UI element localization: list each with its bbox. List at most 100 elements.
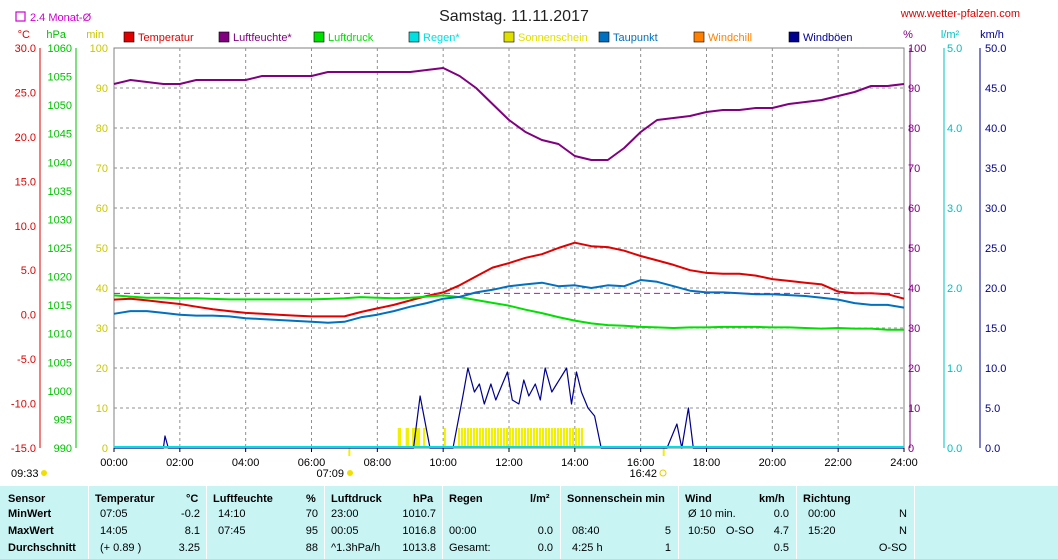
legend-label: Windchill — [708, 32, 752, 44]
table-cell-wind-time: 10:50 — [688, 525, 716, 537]
table-cell-press-time: 00:05 — [331, 525, 359, 537]
sunshine-tick-label: 100 — [90, 43, 108, 55]
header-kmh: km/h — [759, 493, 785, 505]
humidity-tick-label: 0 — [908, 443, 914, 455]
header-temperature: Temperatur — [95, 493, 155, 505]
table-cell-press-val: 1016.8 — [402, 525, 436, 537]
sunshine-bar — [411, 428, 421, 448]
wind-tick-label: 35.0 — [985, 163, 1006, 175]
x-tick-label: 18:00 — [693, 457, 721, 469]
sunshine-bar — [508, 428, 511, 448]
legend-label: Regen* — [423, 32, 460, 44]
legend-label: Windböen — [803, 32, 853, 44]
header-celsius: °C — [186, 493, 199, 505]
table-cell-dir-val: O-SO — [878, 542, 907, 554]
humidity-tick-label: 90 — [908, 83, 920, 95]
legend-label: Luftfeuchte* — [233, 32, 292, 44]
sunshine-bar — [511, 428, 514, 448]
table-cell-wind-val: 0.5 — [773, 542, 789, 554]
x-tick-label: 14:00 — [561, 457, 589, 469]
header-sunshine: Sonnenschein min — [567, 493, 665, 505]
humidity-tick-label: 50 — [908, 243, 920, 255]
table-cell-dir-val: N — [899, 508, 907, 520]
legend-swatch — [693, 31, 705, 43]
humidity-tick-label: 80 — [908, 123, 920, 135]
table-divider — [88, 486, 89, 559]
legend-swatch — [503, 31, 515, 43]
legend-swatch — [123, 31, 135, 43]
sunshine-tick-label: 70 — [96, 163, 108, 175]
table-cell-rain-val: 0.0 — [537, 542, 553, 554]
table-cell-rain-time: 00:00 — [449, 525, 477, 537]
sunshine-tick-label: 90 — [96, 83, 108, 95]
x-tick-label: 12:00 — [495, 457, 523, 469]
sunshine-bar — [520, 428, 523, 448]
series-group — [113, 67, 905, 449]
site-link[interactable]: www.wetter-pfalzen.com — [900, 8, 1020, 20]
table-cell-rain-val: 0.0 — [537, 525, 553, 537]
sunshine-bar — [550, 428, 553, 448]
sun-icon — [41, 470, 47, 476]
wind-tick-label: 30.0 — [985, 203, 1006, 215]
header-lm2: l/m² — [530, 493, 550, 505]
sunshine-tick-label: 0 — [102, 443, 108, 455]
sunshine-bar — [526, 428, 529, 448]
sunshine-tick-label: 30 — [96, 323, 108, 335]
table-cell-temp-val: -0.2 — [181, 508, 200, 520]
humidity-tick-label: 40 — [908, 283, 920, 295]
sunrise-time: 07:09 — [316, 468, 344, 480]
wind-tick-label: 5.0 — [985, 403, 1000, 415]
rain-tick-label: 2.0 — [947, 283, 962, 295]
sunshine-bar — [568, 428, 571, 448]
x-tick-label: 10:00 — [429, 457, 457, 469]
unit-hpa: hPa — [46, 29, 66, 41]
pressure-tick-label: 1035 — [48, 186, 72, 198]
humidity-tick-label: 70 — [908, 163, 920, 175]
pressure-tick-label: 1020 — [48, 272, 72, 284]
unit-celsius: °C — [18, 29, 30, 41]
table-cell-label: MinWert — [8, 508, 52, 520]
table-cell-hum-val: 95 — [305, 525, 318, 537]
pressure-tick-label: 1040 — [48, 157, 72, 169]
sunshine-bar — [475, 428, 478, 448]
table-cell-sun-val: 1 — [664, 542, 671, 554]
humidity-tick-label: 30 — [908, 323, 920, 335]
wind-tick-label: 50.0 — [985, 43, 1006, 55]
header-percent: % — [306, 493, 316, 505]
sunshine-bar — [484, 428, 487, 448]
wind-tick-label: 40.0 — [985, 123, 1006, 135]
sunshine-bar — [463, 428, 466, 448]
pressure-tick-label: 1050 — [48, 100, 72, 112]
sunshine-tick-label: 60 — [96, 203, 108, 215]
legend-label: Temperatur — [138, 32, 194, 44]
sunshine-bar — [423, 428, 426, 448]
grid — [114, 48, 904, 448]
wind-tick-label: 15.0 — [985, 323, 1006, 335]
summary-table: Sensor Temperatur °C Luftfeuchte % Luftd… — [0, 486, 1058, 559]
unit-percent: % — [903, 29, 913, 41]
right-axes: 10090807060504030201005.04.03.02.01.00.0… — [908, 43, 1006, 455]
sunshine-bar — [544, 428, 547, 448]
x-tick-label: 22:00 — [824, 457, 852, 469]
sunshine-bar — [496, 428, 499, 448]
table-cell-sun-time: 4:25 h — [572, 542, 603, 554]
sunshine-bars — [348, 428, 665, 456]
sunshine-bar — [405, 428, 409, 448]
table-cell-hum-time: 07:45 — [218, 525, 246, 537]
sunshine-bar — [541, 428, 544, 448]
header-rain: Regen — [449, 493, 483, 505]
sunshine-bar — [457, 428, 460, 448]
table-cell-label: Durchschnitt — [8, 542, 76, 554]
sunshine-bar — [532, 428, 535, 448]
sunshine-bar — [529, 428, 532, 448]
sunshine-bar — [487, 428, 490, 448]
wind-tick-label: 25.0 — [985, 243, 1006, 255]
table-cell-hum-time: 14:10 — [218, 508, 246, 520]
corner-time: 09:33 — [11, 468, 39, 480]
legend-label: Luftdruck — [328, 32, 374, 44]
x-tick-label: 06:00 — [298, 457, 326, 469]
sunshine-bar — [538, 428, 541, 448]
table-divider — [796, 486, 797, 559]
sunshine-bar — [577, 428, 580, 448]
